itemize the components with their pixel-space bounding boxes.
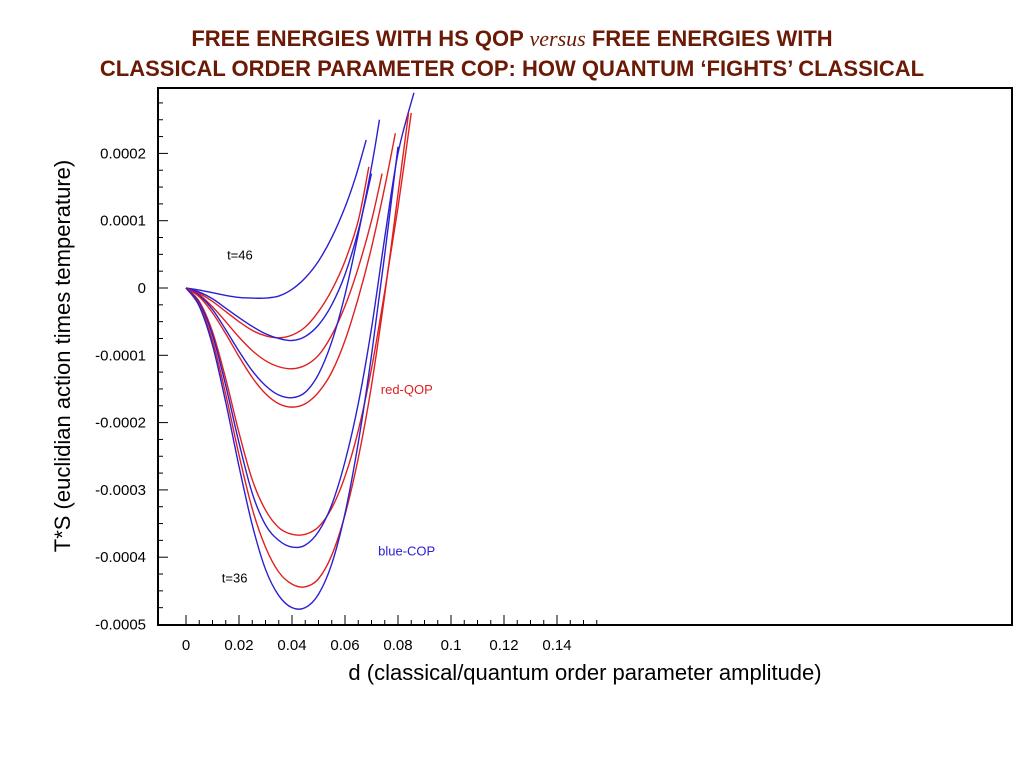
y-axis-label: T*S (euclidian action times temperature) bbox=[50, 160, 75, 553]
y-tick-label: -0.0005 bbox=[95, 617, 146, 634]
cop-series-line-8 bbox=[185, 92, 415, 549]
y-tick-label: -0.0002 bbox=[95, 415, 146, 432]
title-line-2: CLASSICAL ORDER PARAMETER COP: HOW QUANT… bbox=[99, 56, 925, 81]
x-axis-label: d (classical/quantum order parameter amp… bbox=[348, 660, 821, 685]
title-line-1-end: FREE ENERGIES WITH bbox=[585, 26, 833, 51]
x-tick-label: 0.08 bbox=[383, 637, 412, 654]
tick-layer: 0 0.02 0.04 0.06 0.08 0.1 0.12 0.14 -0.0005 -0.00… bbox=[95, 102, 598, 654]
plot-frame bbox=[157, 87, 1013, 626]
qop-series-line-4 bbox=[185, 173, 383, 370]
x-tick-label: 0.02 bbox=[224, 637, 253, 654]
cop-series-line-1 bbox=[185, 139, 367, 299]
y-tick-label: 0.0002 bbox=[100, 145, 146, 162]
y-tick-label: -0.0001 bbox=[95, 347, 146, 364]
annotation-label: t=36 bbox=[222, 570, 248, 585]
annotation-layer: t=46 t=36 red-QOP blue-COP bbox=[222, 247, 435, 585]
cop-series-line-3 bbox=[185, 173, 373, 342]
annotation-label: blue-COP bbox=[378, 543, 435, 558]
qop-series-line-2 bbox=[185, 166, 370, 339]
cop-series-line-10 bbox=[185, 146, 399, 610]
cop-series-line-5 bbox=[185, 119, 381, 399]
qop-series-line-6 bbox=[185, 133, 397, 408]
title-line-1-start: FREE ENERGIES WITH HS QOP bbox=[191, 26, 530, 51]
series-layer bbox=[185, 92, 415, 610]
title-versus: versus bbox=[529, 26, 586, 51]
qop-series-line-9 bbox=[185, 112, 410, 588]
x-tick-label: 0.1 bbox=[441, 637, 462, 654]
title-line-1: FREE ENERGIES WITH HS QOP versus FREE EN… bbox=[0, 24, 1024, 54]
slide-title: FREE ENERGIES WITH HS QOP versus FREE EN… bbox=[0, 24, 1024, 84]
x-tick-label: 0.12 bbox=[489, 637, 518, 654]
y-tick-label: -0.0003 bbox=[95, 482, 146, 499]
x-tick-label: 0.14 bbox=[542, 637, 571, 654]
y-tick-label: 0 bbox=[138, 280, 146, 297]
y-tick-label: -0.0004 bbox=[95, 549, 146, 566]
qop-series-line-7 bbox=[185, 112, 412, 536]
annotation-label: red-QOP bbox=[381, 382, 433, 397]
x-tick-label: 0 bbox=[182, 637, 190, 654]
x-tick-label: 0.04 bbox=[277, 637, 306, 654]
y-tick-label: 0.0001 bbox=[100, 213, 146, 230]
annotation-label: t=46 bbox=[227, 247, 253, 262]
x-tick-label: 0.06 bbox=[330, 637, 359, 654]
